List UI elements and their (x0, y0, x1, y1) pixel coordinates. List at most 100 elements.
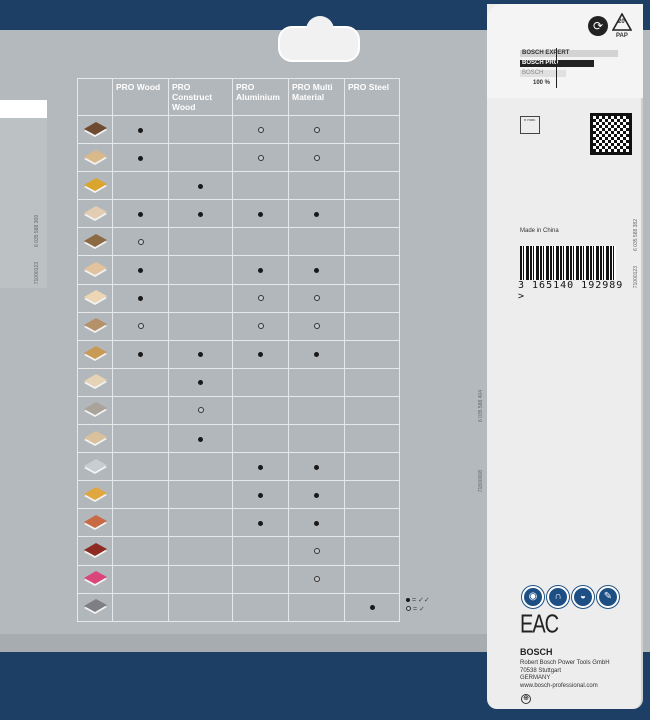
suitability-cell (344, 339, 400, 369)
empty-dot-icon (313, 576, 320, 583)
application-table: PRO Wood PRO Construct Wood PRO Aluminium P… (77, 78, 400, 622)
suitability-cell (344, 564, 400, 594)
suitability-cell (344, 255, 400, 285)
barcode-number: 3 165140 192989 > (518, 280, 628, 302)
empty-dot-icon (313, 154, 320, 161)
suitability-cell (168, 424, 233, 454)
suitability-cell (112, 564, 169, 594)
suitability-cell (232, 255, 289, 285)
suitability-cell (288, 255, 345, 285)
suitability-cell (168, 114, 233, 145)
full-dot-icon (406, 598, 410, 602)
website-link: www.bosch-professional.com (520, 682, 598, 689)
suitability-cell (112, 480, 169, 510)
table-row (77, 255, 400, 285)
speed-icon: n max. (520, 116, 540, 134)
full-dot-icon (314, 492, 319, 498)
material-cell (77, 227, 113, 257)
empty-dot-icon (197, 407, 204, 414)
recycle-code: 20 (618, 19, 625, 25)
suitability-cell (112, 227, 169, 257)
material-icon (84, 374, 107, 390)
column-header: PRO Wood (112, 78, 169, 116)
suitability-cell (344, 536, 400, 566)
green-dot-icon: ⟳ (588, 16, 608, 36)
material-cell (77, 114, 113, 145)
full-dot-icon (258, 352, 263, 358)
left-code: 6 035 588 369 (34, 215, 40, 247)
suitability-cell (168, 199, 233, 229)
material-icon (84, 430, 107, 446)
tier-percent: 100 % (533, 80, 551, 86)
suitability-cell (232, 480, 289, 510)
suitability-cell (344, 143, 400, 173)
suitability-cell (112, 339, 169, 369)
suitability-cell (344, 592, 400, 622)
suitability-cell (168, 311, 233, 341)
suitability-cell (168, 592, 233, 622)
suitability-cell (112, 199, 169, 229)
empty-dot-icon (137, 323, 144, 330)
suitability-cell (288, 367, 345, 397)
material-icon (84, 402, 107, 418)
suitability-cell (344, 395, 400, 426)
suitability-cell (112, 592, 169, 622)
material-cell (77, 508, 113, 538)
full-dot-icon (138, 155, 143, 161)
suitability-cell (288, 114, 345, 145)
address-line: Robert Bosch Power Tools GmbH (520, 660, 610, 666)
material-cell (77, 171, 113, 201)
full-dot-icon (138, 352, 143, 358)
table-row (77, 480, 400, 510)
full-dot-icon (258, 520, 263, 526)
full-dot-icon (198, 380, 203, 386)
table-row (77, 171, 400, 201)
suitability-cell (232, 339, 289, 369)
right-id: 71000123 (633, 266, 639, 289)
legend: = ✓✓ = ✓ (406, 596, 430, 614)
suitability-cell (112, 367, 169, 397)
suitability-cell (112, 424, 169, 454)
table-row (77, 564, 400, 594)
empty-dot-icon (313, 547, 320, 554)
suitability-cell (288, 339, 345, 369)
qr-code (590, 113, 632, 155)
suitability-cell (232, 536, 289, 566)
material-cell (77, 424, 113, 454)
suitability-cell (288, 564, 345, 594)
bottom-strip (0, 634, 490, 652)
suitability-cell (168, 143, 233, 173)
suitability-cell (288, 143, 345, 173)
table-row (77, 536, 400, 566)
full-dot-icon (314, 520, 319, 526)
left-strip (0, 118, 47, 288)
material-cell (77, 339, 113, 369)
suitability-cell (344, 480, 400, 510)
table-row (77, 592, 400, 622)
empty-dot-icon (257, 154, 264, 161)
full-dot-icon (258, 268, 263, 274)
empty-dot-icon (406, 606, 411, 611)
material-icon (84, 542, 107, 558)
material-cell (77, 143, 113, 173)
suitability-cell (112, 171, 169, 201)
mid-id: 71800008 (478, 470, 484, 493)
suitability-cell (288, 395, 345, 426)
material-icon (84, 514, 107, 530)
mid-code: 6 035 588 404 (478, 390, 484, 422)
material-icon (84, 205, 107, 221)
full-dot-icon (138, 296, 143, 302)
address-line: GERMANY (520, 675, 551, 681)
material-cell (77, 367, 113, 397)
suitability-cell (288, 424, 345, 454)
full-dot-icon (198, 352, 203, 358)
suitability-cell (288, 199, 345, 229)
material-cell (77, 536, 113, 566)
product-card: ⟳ 20 PAP BOSCH EXPERT BOSCH PRO BOSCH 10… (487, 4, 643, 709)
full-dot-icon (198, 436, 203, 442)
material-cell (77, 452, 113, 482)
suitability-cell (288, 171, 345, 201)
material-cell (77, 311, 113, 341)
recycle-label: PAP (616, 33, 628, 39)
tier-bosch: BOSCH (520, 70, 566, 77)
